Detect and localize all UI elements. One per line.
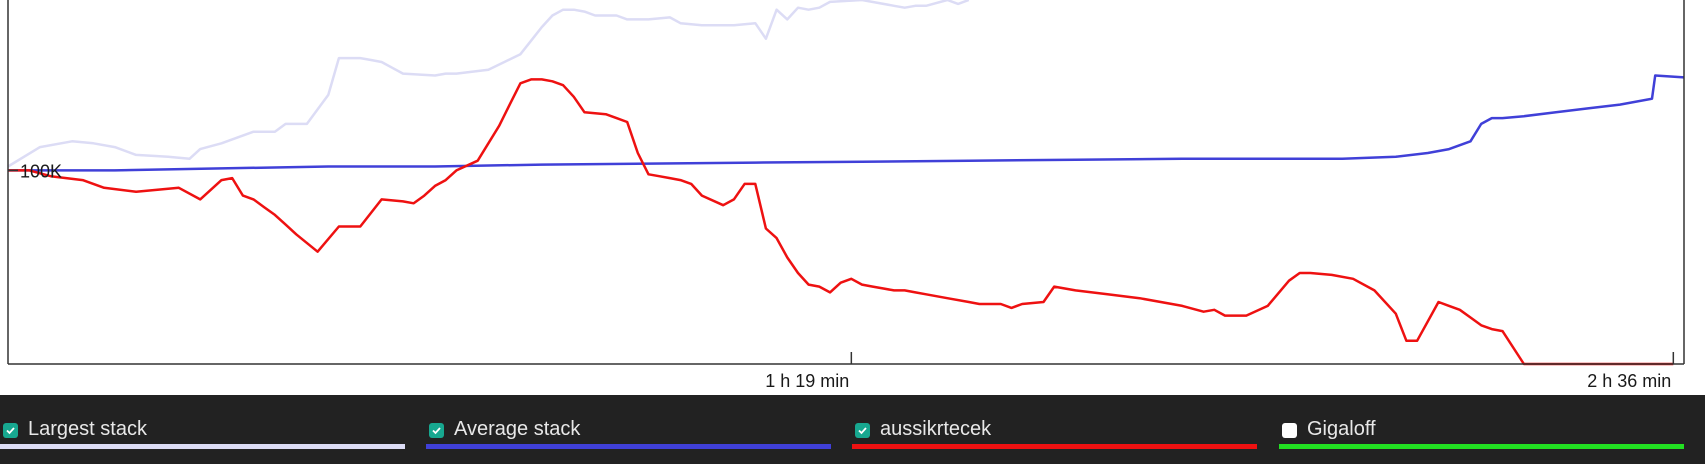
legend-swatch	[0, 444, 405, 449]
check-icon	[6, 427, 15, 435]
legend-item-gigaloff[interactable]: Gigaloff	[1279, 411, 1684, 461]
legend-label: Largest stack	[28, 418, 147, 440]
series-line-aussikrtecek	[8, 78, 1674, 366]
y-tick-label: 100K	[20, 161, 62, 181]
tick-layer: 1 h 19 min 2 h 36 min 100K	[8, 161, 1675, 391]
check-icon	[858, 427, 867, 435]
legend-item-aussikrtecek[interactable]: aussikrtecek	[852, 411, 1257, 461]
legend-item-average-stack[interactable]: Average stack	[426, 411, 831, 461]
legend-item-largest-stack[interactable]: Largest stack	[0, 411, 405, 461]
legend-bar: Largest stack Average stack aussikrtecek…	[0, 395, 1705, 464]
series-line-largest-stack	[7, 0, 970, 168]
legend-checkbox[interactable]	[855, 423, 870, 438]
legend-swatch	[852, 444, 1257, 449]
legend-swatch	[1279, 444, 1684, 449]
chart-panel: 1 h 19 min 2 h 36 min 100K	[0, 0, 1705, 395]
legend-label: aussikrtecek	[880, 418, 992, 440]
legend-label: Average stack	[454, 418, 581, 440]
series-line-average-stack	[8, 74, 1685, 172]
x-tick-label: 2 h 36 min	[1587, 371, 1671, 391]
legend-swatch	[426, 444, 831, 449]
series-layer	[7, 0, 1685, 366]
check-icon	[432, 427, 441, 435]
legend-checkbox[interactable]	[1282, 423, 1297, 438]
legend-checkbox[interactable]	[3, 423, 18, 438]
stack-chart: 1 h 19 min 2 h 36 min 100K	[7, 0, 1685, 391]
x-tick-label: 1 h 19 min	[765, 371, 849, 391]
legend-label: Gigaloff	[1307, 418, 1376, 440]
legend-checkbox[interactable]	[429, 423, 444, 438]
